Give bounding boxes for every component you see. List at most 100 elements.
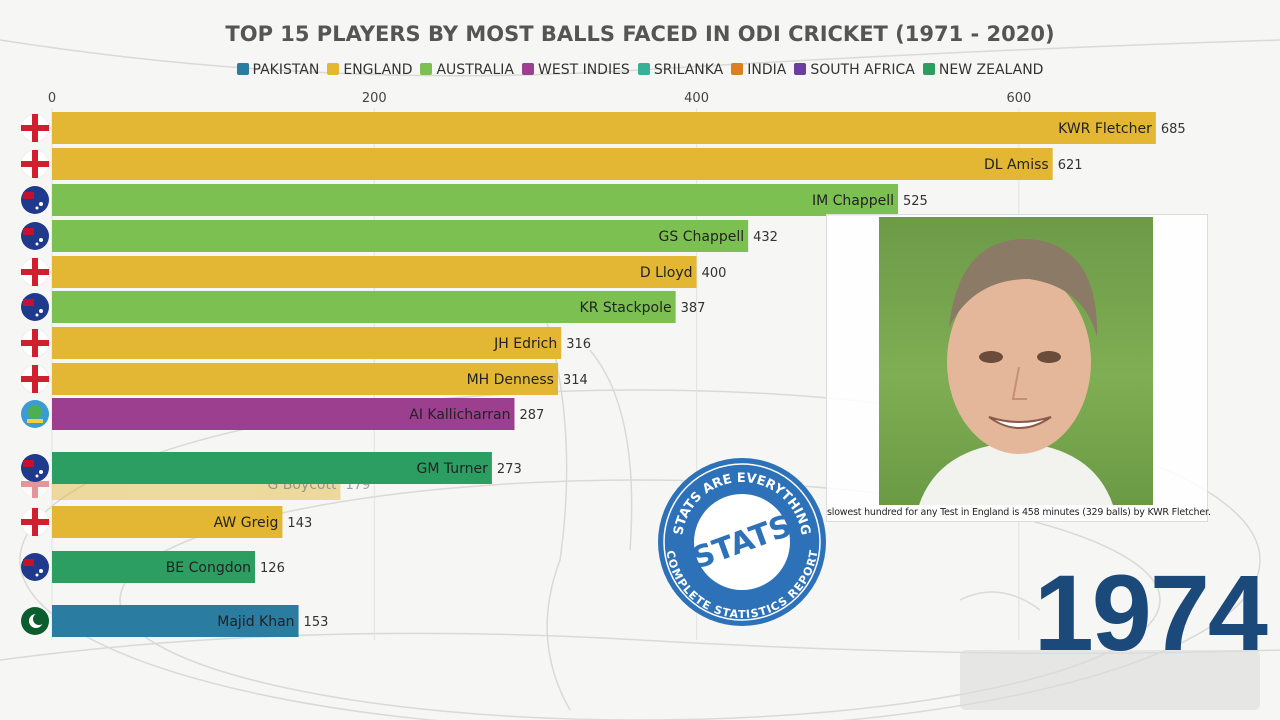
bar [52, 551, 256, 583]
legend-label: PAKISTAN [252, 62, 320, 78]
x-tick-label: 0 [48, 91, 56, 106]
legend-label: ENGLAND [343, 62, 413, 78]
legend-label: NEW ZEALAND [938, 62, 1044, 78]
new-zealand-flag-icon [21, 454, 49, 482]
bar [52, 220, 749, 252]
year-counter: 1974 [1033, 552, 1268, 673]
legend-item: PAKISTAN [236, 62, 320, 78]
england-flag-icon [20, 149, 50, 179]
legend-label: INDIA [747, 62, 787, 78]
bar-name-label: KR Stackpole [580, 300, 672, 316]
bar-value-label: 685 [1161, 122, 1186, 137]
bar-name-label: IM Chappell [812, 193, 894, 209]
legend-item: INDIA [731, 62, 786, 78]
bar-group: AI Kallicharran 287 [21, 398, 544, 430]
bar-value-label: 432 [753, 230, 778, 245]
bar-name-label: D Lloyd [640, 265, 693, 281]
bar-value-label: 143 [287, 516, 312, 531]
bar-value-label: 621 [1058, 158, 1083, 173]
bar-group: BE Congdon 126 [21, 551, 285, 583]
bar-group: KR Stackpole 387 [21, 291, 705, 323]
bar-name-label: AW Greig [214, 515, 279, 531]
bar-group: JH Edrich 316 [20, 327, 591, 359]
bar-name-label: AI Kallicharran [409, 407, 510, 423]
legend-item: ENGLAND [327, 62, 412, 78]
x-tick-label: 600 [1006, 91, 1031, 106]
bar-value-label: 400 [702, 266, 727, 281]
bar-name-label: GS Chappell [659, 229, 745, 245]
england-flag-icon [20, 257, 50, 287]
x-tick-label: 400 [684, 91, 709, 106]
bar [52, 256, 697, 288]
legend-swatch [420, 63, 433, 75]
bar-group: AW Greig 143 [20, 506, 312, 538]
stats-stamp-logo: STATS ARE EVERYTHING COMPLETE STATISTICS… [658, 458, 826, 626]
legend-item: SRILANKA [637, 62, 724, 78]
bar [52, 363, 558, 395]
bar [52, 506, 283, 538]
legend-item: SOUTH AFRICA [794, 62, 915, 78]
australia-flag-icon [21, 293, 49, 321]
player-portrait-illustration [919, 238, 1113, 505]
bar-name-label: MH Denness [467, 372, 554, 388]
bar [52, 291, 676, 323]
bar-value-label: 273 [497, 462, 522, 477]
legend-item: NEW ZEALAND [922, 62, 1044, 78]
chart-title: TOP 15 PLAYERS BY MOST BALLS FACED IN OD… [225, 22, 1055, 46]
bar [52, 605, 299, 637]
bar-name-label: JH Edrich [493, 336, 557, 352]
legend-item: WEST INDIES [522, 62, 630, 78]
panel-caption: slowest hundred for any Test in England … [827, 507, 1211, 518]
bar-name-label: KWR Fletcher [1058, 121, 1152, 137]
bar-value-label: 126 [260, 561, 285, 576]
bar-group: DL Amiss 621 [20, 148, 1083, 180]
legend-label: AUSTRALIA [436, 62, 514, 78]
player-info-panel: slowest hundred for any Test in England … [826, 214, 1211, 522]
bar-name-label: BE Congdon [166, 560, 251, 576]
bar-value-label: 316 [566, 337, 591, 352]
chart-legend: PAKISTAN ENGLAND AUSTRALIA WEST INDIES SRILA… [0, 62, 1280, 78]
new-zealand-flag-icon [21, 553, 49, 581]
legend-label: WEST INDIES [538, 62, 630, 78]
australia-flag-icon [21, 222, 49, 250]
player-photo [879, 217, 1153, 505]
bar [52, 327, 562, 359]
legend-item: AUSTRALIA [420, 62, 514, 78]
legend-label: SOUTH AFRICA [810, 62, 915, 78]
bar [52, 398, 515, 430]
bar-group: IM Chappell 525 [21, 184, 928, 216]
bar-group: D Lloyd 400 [20, 256, 727, 288]
bar-value-label: 287 [519, 408, 544, 423]
bar [52, 184, 898, 216]
england-flag-icon [20, 507, 50, 537]
legend-label: SRILANKA [653, 62, 724, 78]
bar-value-label: 153 [304, 615, 329, 630]
bar-value-label: 314 [563, 373, 588, 388]
legend-swatch [637, 63, 650, 75]
bar-group: KWR Fletcher 685 [20, 112, 1186, 144]
england-flag-icon [20, 113, 50, 143]
legend-swatch [236, 63, 249, 75]
england-flag-icon [20, 364, 50, 394]
bar-group: MH Denness 314 [20, 363, 588, 395]
bar [52, 112, 1156, 144]
bar [52, 452, 492, 484]
bar [52, 148, 1053, 180]
england-flag-icon [20, 328, 50, 358]
bar-name-label: DL Amiss [984, 157, 1049, 173]
bar-value-label: 525 [903, 194, 928, 209]
legend-swatch [522, 63, 534, 75]
bar-value-label: 387 [681, 301, 706, 316]
legend-swatch [327, 63, 340, 75]
bar-group: GS Chappell 432 [21, 220, 778, 252]
x-tick-label: 200 [362, 91, 387, 106]
legend-swatch [731, 63, 744, 75]
bar-name-label: GM Turner [416, 461, 488, 477]
west-indies-flag-icon [21, 400, 49, 428]
australia-flag-icon [21, 186, 49, 214]
bar-group: Majid Khan 153 [21, 605, 328, 637]
legend-swatch [922, 63, 935, 75]
pakistan-flag-icon [21, 607, 49, 635]
